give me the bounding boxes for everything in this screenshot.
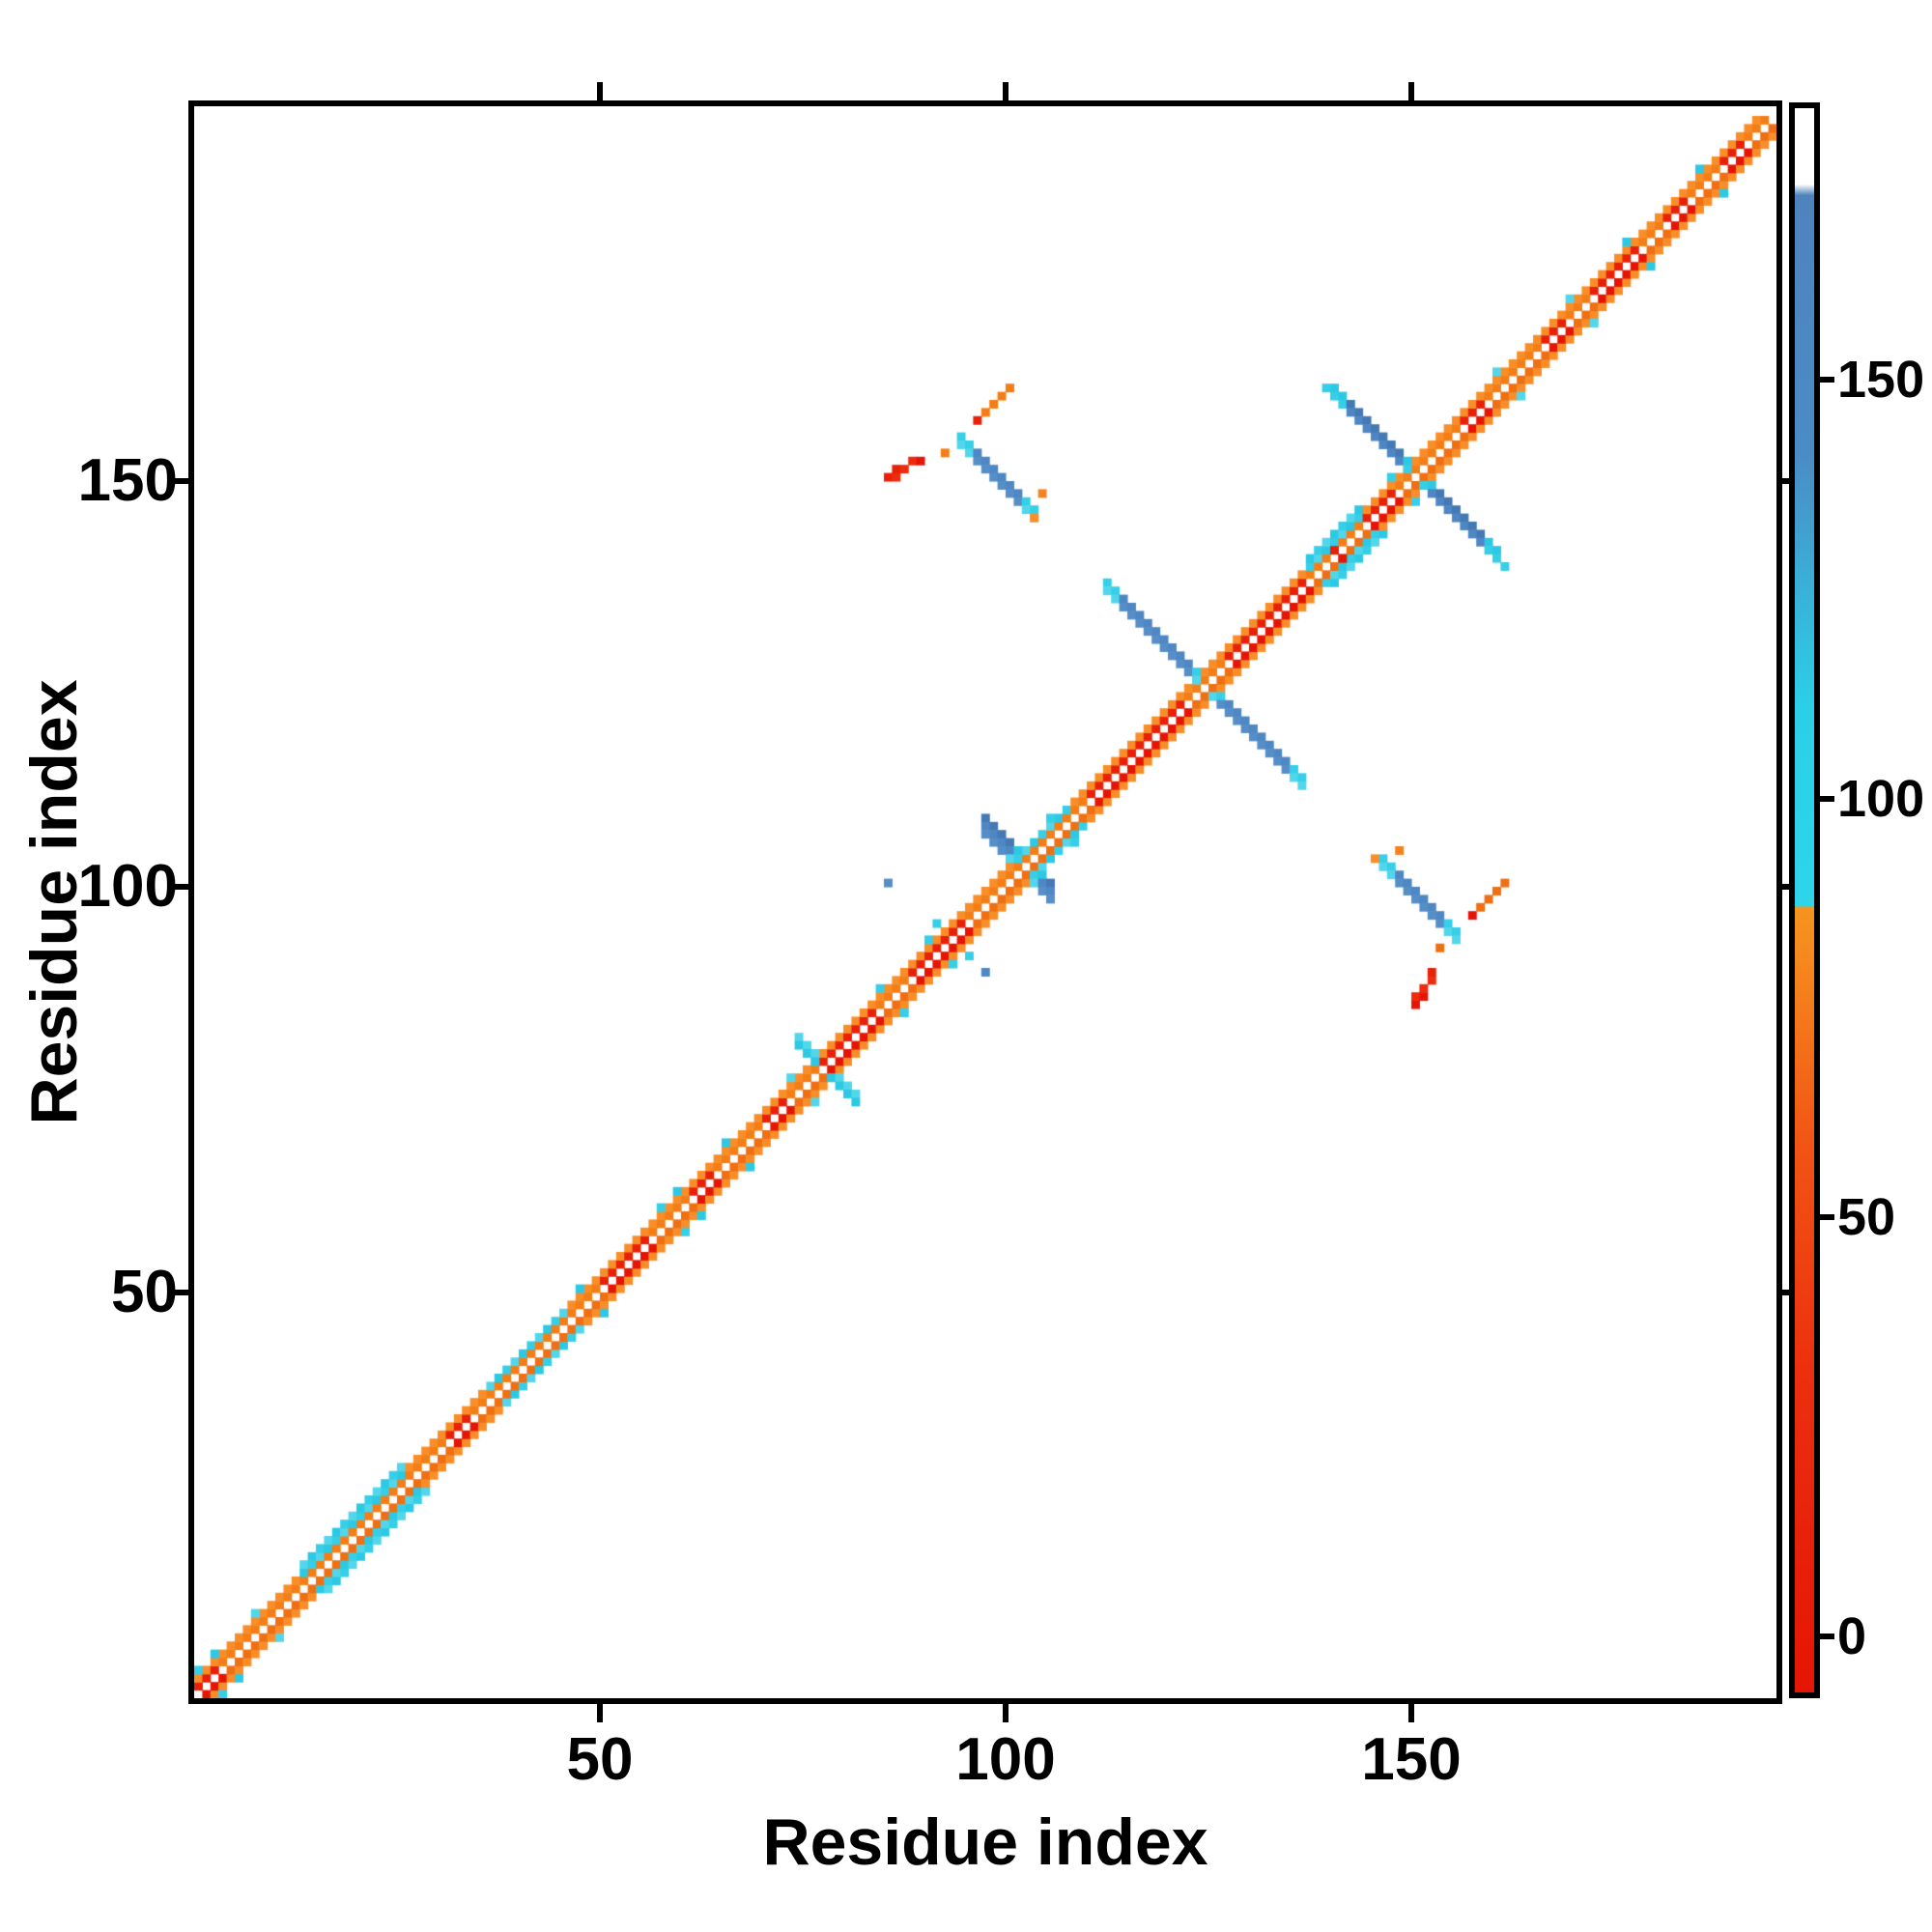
x-tick-top-50	[597, 82, 603, 100]
y-tick-100	[170, 884, 188, 890]
colorbar-tick-label-0: 0	[1837, 1607, 1867, 1665]
x-tick-150	[1408, 1704, 1414, 1722]
colorbar-tick-100	[1820, 796, 1834, 802]
colorbar-tick-150	[1820, 377, 1834, 383]
x-tick-label-50: 50	[566, 1726, 634, 1793]
y-tick-150	[170, 478, 188, 484]
colorbar-tick-label-50: 50	[1837, 1188, 1896, 1246]
colorbar-tick-50	[1820, 1214, 1834, 1220]
x-tick-50	[597, 1704, 603, 1722]
x-tick-top-150	[1408, 82, 1414, 100]
colorbar-tick-label-100: 100	[1837, 770, 1925, 828]
colorbar	[1789, 102, 1820, 1698]
colorbar-tick-label-150: 150	[1837, 351, 1925, 409]
x-tick-label-150: 150	[1361, 1726, 1462, 1793]
x-tick-top-100	[1003, 82, 1009, 100]
y-tick-50	[170, 1290, 188, 1295]
y-tick-label-100: 100	[77, 853, 178, 920]
colorbar-tick-0	[1820, 1634, 1834, 1639]
colorbar-gradient	[1795, 108, 1814, 1692]
y-tick-label-150: 150	[77, 447, 178, 514]
x-tick-label-100: 100	[955, 1726, 1056, 1793]
heatmap-canvas	[194, 106, 1776, 1698]
y-tick-label-50: 50	[111, 1259, 178, 1325]
x-tick-100	[1003, 1704, 1009, 1722]
x-axis-title: Residue index	[762, 1805, 1208, 1879]
